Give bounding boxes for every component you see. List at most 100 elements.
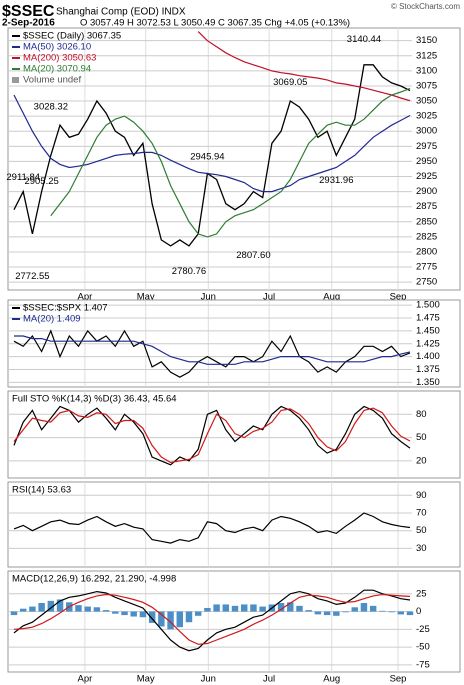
symbol: $SSEC xyxy=(2,3,55,20)
series-line xyxy=(13,589,411,652)
histogram-bar xyxy=(250,604,257,612)
x-tick-label: Jun xyxy=(201,674,216,685)
x-tick-label: Jul xyxy=(263,292,275,303)
y-tick-label: 30 xyxy=(416,543,427,554)
y-tick-label: 70 xyxy=(416,508,427,519)
histogram-bar xyxy=(121,611,128,616)
y-tick-label: 1.450 xyxy=(416,325,440,336)
histogram-bar xyxy=(194,611,202,616)
histogram-bar xyxy=(185,611,193,623)
y-tick-label: 3025 xyxy=(416,111,437,122)
histogram-bar xyxy=(29,606,36,612)
y-tick-label: 2900 xyxy=(416,186,437,197)
y-tick-label: 3100 xyxy=(416,65,437,76)
histogram-bar xyxy=(342,611,349,613)
annotation: 3069.05 xyxy=(273,77,307,88)
y-tick-label: 2750 xyxy=(416,277,437,288)
histogram-bar xyxy=(369,605,377,612)
histogram-bar xyxy=(351,607,358,612)
histogram-bar xyxy=(10,611,18,616)
y-tick-label: -25 xyxy=(416,624,430,635)
histogram-bar xyxy=(397,611,405,615)
histogram-bar xyxy=(222,604,230,612)
histogram-bar xyxy=(259,606,266,612)
y-tick-label: 90 xyxy=(416,490,427,501)
histogram-bar xyxy=(84,606,91,612)
x-tick-label: Apr xyxy=(78,292,93,303)
panel-frame xyxy=(7,390,461,479)
histogram-bar xyxy=(314,611,322,615)
histogram-bar xyxy=(139,611,147,618)
histogram-bar xyxy=(296,605,303,612)
x-tick-label: Jun xyxy=(201,292,216,303)
x-tick-label: Aug xyxy=(323,674,340,685)
histogram-bar xyxy=(388,611,395,613)
x-tick-label: Apr xyxy=(78,674,93,685)
y-tick-label: 2850 xyxy=(416,216,437,227)
histogram-bar xyxy=(204,607,211,612)
y-tick-label: 3050 xyxy=(416,96,437,107)
legend-label: $SSEC:$SPX 1.407 xyxy=(23,303,108,314)
y-tick-label: 2925 xyxy=(416,171,437,182)
annotation: 2905.25 xyxy=(24,176,58,187)
y-tick-label: -75 xyxy=(416,659,430,670)
panel-frame xyxy=(7,481,461,568)
histogram-bar xyxy=(241,604,248,612)
y-tick-label: 1.375 xyxy=(416,364,440,375)
x-tick-label: Jul xyxy=(263,674,275,685)
legend-swatch xyxy=(12,77,19,83)
y-tick-label: 2825 xyxy=(416,231,437,242)
annotation: 2772.55 xyxy=(15,271,49,282)
histogram-bar xyxy=(379,610,386,612)
histogram-bar xyxy=(56,599,64,612)
annotation: 2911.84 xyxy=(6,172,40,183)
histogram-bar xyxy=(75,605,82,612)
y-tick-label: 2950 xyxy=(416,156,437,167)
y-tick-label: 2975 xyxy=(416,141,437,152)
legend-label: MA(50) 3026.10 xyxy=(23,42,91,53)
y-tick-label: 3150 xyxy=(416,35,437,46)
histogram-bar xyxy=(38,603,45,612)
series-line xyxy=(13,329,411,378)
histogram-bar xyxy=(231,605,239,612)
y-tick-label: 20 xyxy=(416,455,427,466)
legend-label: MA(200) 3050.63 xyxy=(23,53,96,64)
series-line xyxy=(13,593,411,645)
y-tick-label: 1.475 xyxy=(416,313,440,324)
histogram-bar xyxy=(406,611,414,616)
histogram-bar xyxy=(360,603,368,612)
y-tick-label: 1.350 xyxy=(416,377,440,388)
series-line xyxy=(13,94,411,193)
legend-label: Volume undef xyxy=(23,75,81,86)
y-tick-label: 3000 xyxy=(416,126,437,137)
histogram-bar xyxy=(167,611,174,630)
series-line xyxy=(13,407,411,464)
series-line xyxy=(13,405,411,466)
histogram-bar xyxy=(47,600,55,612)
histogram-bar xyxy=(93,607,101,612)
source: © StockCharts.com xyxy=(391,2,460,11)
x-tick-label: Sep xyxy=(390,674,407,685)
y-tick-label: 80 xyxy=(416,409,427,420)
annotation: 2807.60 xyxy=(236,250,270,261)
histogram-bar xyxy=(213,604,220,612)
annotation: 2931.96 xyxy=(319,175,353,186)
histogram-bar xyxy=(333,611,340,616)
series-line xyxy=(50,87,411,238)
histogram-bar xyxy=(287,602,294,612)
series-line xyxy=(13,512,411,544)
panel-title: Full STO %K(14,3) %D(3) 36.43, 45.64 xyxy=(12,394,177,405)
annotation: 2780.76 xyxy=(172,266,206,277)
annotation: 2945.94 xyxy=(190,151,224,162)
y-tick-label: 1.500 xyxy=(416,300,440,311)
y-tick-label: 3125 xyxy=(416,50,437,61)
y-tick-label: 1.400 xyxy=(416,351,440,362)
histogram-bar xyxy=(277,603,285,612)
subtitle: Shanghai Comp (EOD) INDX xyxy=(56,7,186,18)
y-tick-label: 0 xyxy=(416,606,421,617)
histogram-bar xyxy=(323,611,331,616)
series-line xyxy=(14,335,411,365)
legend-label: MA(20) 3070.94 xyxy=(23,64,91,75)
y-tick-label: 2775 xyxy=(416,262,437,273)
